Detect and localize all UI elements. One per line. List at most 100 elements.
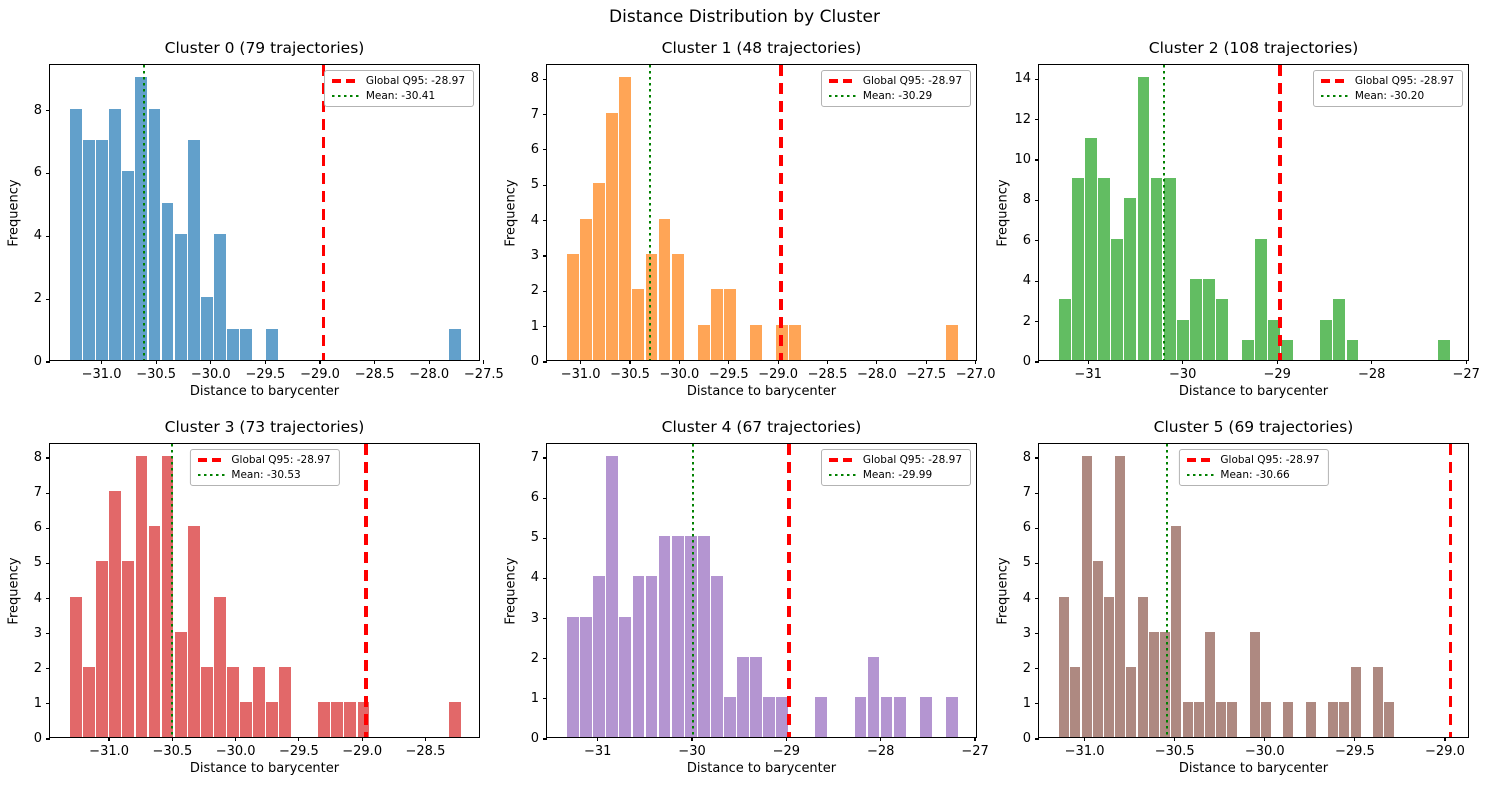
histogram-bar [645,253,658,360]
histogram-bar [893,696,906,737]
histogram-bar [815,696,828,737]
x-tick-mark [974,737,976,741]
y-tick-mark [1035,668,1039,670]
histogram-bar [344,701,357,737]
histogram-bar [1328,701,1339,737]
histogram-bar [70,596,83,737]
histogram-bar [148,526,161,737]
x-tick-label: −30.5 [136,367,177,382]
histogram-bar [1115,456,1126,737]
x-tick-label: −29 [772,744,801,759]
y-tick-label: 4 [1022,273,1031,289]
histogram-bar [448,328,461,360]
subplot-cluster-4: Cluster 4 (67 trajectories) Distance to … [504,418,989,776]
q95-line [787,444,791,737]
x-tick-label: −29.0 [1425,744,1465,759]
subplot-title-cluster-5: Cluster 5 (69 trajectories) [1153,418,1354,436]
y-tick-label: 0 [1022,731,1031,747]
y-tick-mark [543,497,547,499]
histogram-bar [1320,319,1333,360]
x-tick-label: −31.0 [560,367,601,382]
x-tick-label: −28 [1357,367,1386,382]
histogram-bar [867,656,880,737]
x-tick-label: −30.5 [610,367,650,382]
y-tick-label: 5 [1022,555,1031,571]
y-tick-mark [46,235,50,237]
y-tick-label: 10 [1014,152,1031,168]
x-tick-label: −29.0 [342,744,383,759]
histogram-bar [96,561,109,737]
x-tick-mark [210,360,212,364]
histogram-bar [1216,701,1227,737]
x-tick-mark [777,360,779,364]
histogram-bar [723,289,736,360]
subplot-title-cluster-3: Cluster 3 (73 trajectories) [164,418,365,436]
histogram-bar [1227,701,1238,737]
y-tick-mark [543,113,547,116]
x-tick-label: −28.5 [807,367,848,382]
x-tick-mark [728,360,730,364]
x-tick-mark [1371,360,1373,364]
histogram-bar [1124,198,1137,360]
y-tick-label: 8 [1022,450,1031,466]
y-tick-label: 1 [1022,696,1031,712]
histogram-bar [1333,299,1346,360]
y-tick-mark [543,537,547,539]
y-tick-mark [46,703,50,705]
y-tick-mark [543,219,547,222]
figure-title: Distance Distribution by Cluster [609,7,880,27]
x-axis-label: Distance to barycenter [1178,761,1329,776]
histogram-bar [710,576,723,737]
q95-dashed-line-swatch [1320,79,1348,83]
histogram-bar [266,328,278,360]
x-tick-mark [483,360,485,364]
y-tick-mark [46,527,50,529]
x-tick-label: −28.0 [856,367,897,382]
histogram-bar [1339,701,1350,737]
legend: Global Q95: -28.97 Mean: -30.29 [820,70,971,107]
histogram-bar [854,696,867,737]
y-tick-mark [46,109,50,112]
x-tick-mark [171,737,173,741]
y-tick-mark [543,617,547,620]
histogram-bar [1346,339,1359,360]
y-tick-label: 2 [1022,313,1031,329]
histogram-bar [239,701,252,737]
x-tick-label: −30.0 [190,367,231,382]
q95-dashed-line-swatch [197,458,225,462]
x-tick-mark [629,360,631,364]
histogram-bar [1260,701,1271,737]
histogram-bar [1059,299,1072,360]
histogram-bar [697,324,710,360]
histogram-bar [880,696,893,737]
y-tick-label: 2 [33,291,42,307]
y-tick-label: 2 [530,283,539,299]
legend-mean-label: Mean: -29.99 [862,469,933,481]
x-tick-label: −30.0 [659,367,700,382]
legend-entry-q95: Global Q95: -28.97 [1320,75,1454,87]
histogram-bar [1384,701,1395,737]
x-tick-mark [100,360,103,364]
x-tick-label: −30.0 [215,744,256,759]
y-tick-mark [1035,240,1039,242]
y-tick-mark [543,78,547,80]
histogram-bar [174,234,187,360]
y-tick-label: 7 [33,485,42,501]
legend: Global Q95: -28.97 Mean: -30.53 [189,449,340,486]
histogram-bar [1085,137,1098,360]
x-tick-mark [108,737,110,741]
y-tick-mark [543,149,547,151]
legend-entry-q95: Global Q95: -28.97 [331,75,465,87]
x-tick-mark [880,737,882,741]
legend-entry-mean: Mean: -30.66 [1186,469,1319,481]
y-tick-mark [1035,562,1039,564]
histogram-bar [1249,631,1260,737]
y-tick-mark [1035,118,1039,121]
y-tick-label: 7 [530,450,539,466]
y-tick-mark [543,577,547,580]
x-tick-mark [1174,737,1176,741]
y-tick-mark [1035,703,1039,705]
y-tick-label: 6 [33,520,42,536]
histogram-bar [213,596,226,737]
